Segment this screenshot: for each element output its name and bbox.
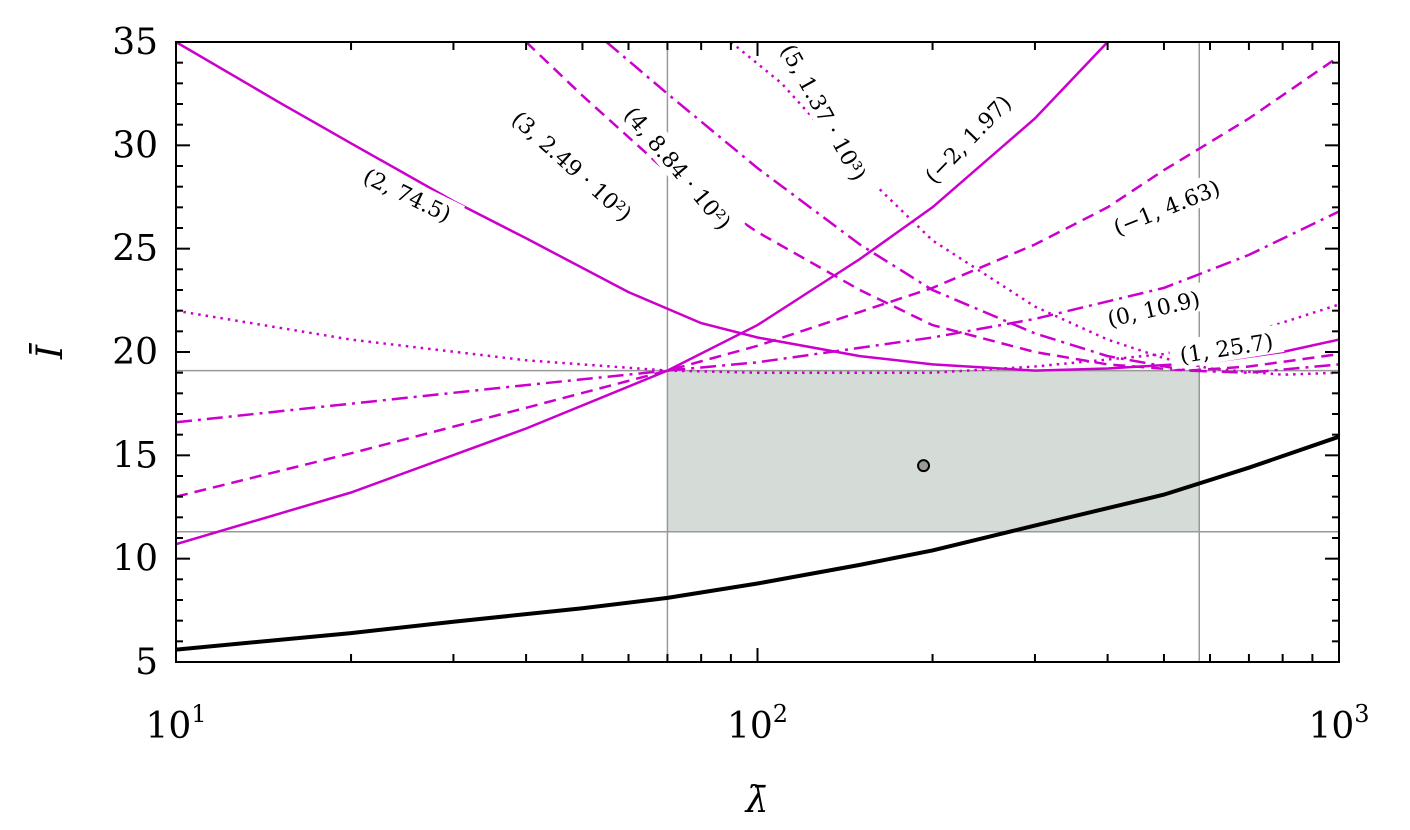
y-tick-label: 30	[112, 125, 158, 166]
curve-label-7: (5, 1.37 · 10³)	[775, 41, 871, 186]
y-axis-label: Ī	[30, 342, 71, 360]
curve-5	[525, 42, 1339, 372]
curve-label-bg	[495, 93, 650, 237]
curve-label-bg	[350, 156, 465, 232]
y-tick-label: 15	[112, 435, 158, 476]
curve-label-bg	[768, 25, 882, 199]
curve-6	[605, 42, 1339, 374]
y-tick-label: 20	[112, 332, 158, 373]
y-tick-label: 10	[112, 539, 158, 580]
x-tick-label: 103	[1308, 700, 1369, 747]
y-tick-label: 35	[112, 22, 158, 63]
curve-label-bg	[913, 83, 1021, 194]
curve-label-bg	[1102, 169, 1230, 243]
curve-1	[176, 55, 1339, 498]
x-tick-label: 102	[727, 700, 788, 747]
y-tick-label: 5	[135, 642, 158, 683]
y-tick-label: 25	[112, 229, 158, 270]
curve-label-bg	[1094, 281, 1212, 335]
x-axis-label: λ̄	[744, 780, 769, 821]
allowed-region	[667, 370, 1200, 532]
data-point	[917, 459, 931, 473]
curve-label-bg	[609, 88, 749, 247]
curve-0	[176, 42, 1109, 546]
plot-frame	[175, 41, 1340, 663]
bound-curve	[176, 434, 1339, 652]
x-tick-label: 101	[145, 700, 206, 747]
curve-label-bg	[1167, 324, 1285, 370]
